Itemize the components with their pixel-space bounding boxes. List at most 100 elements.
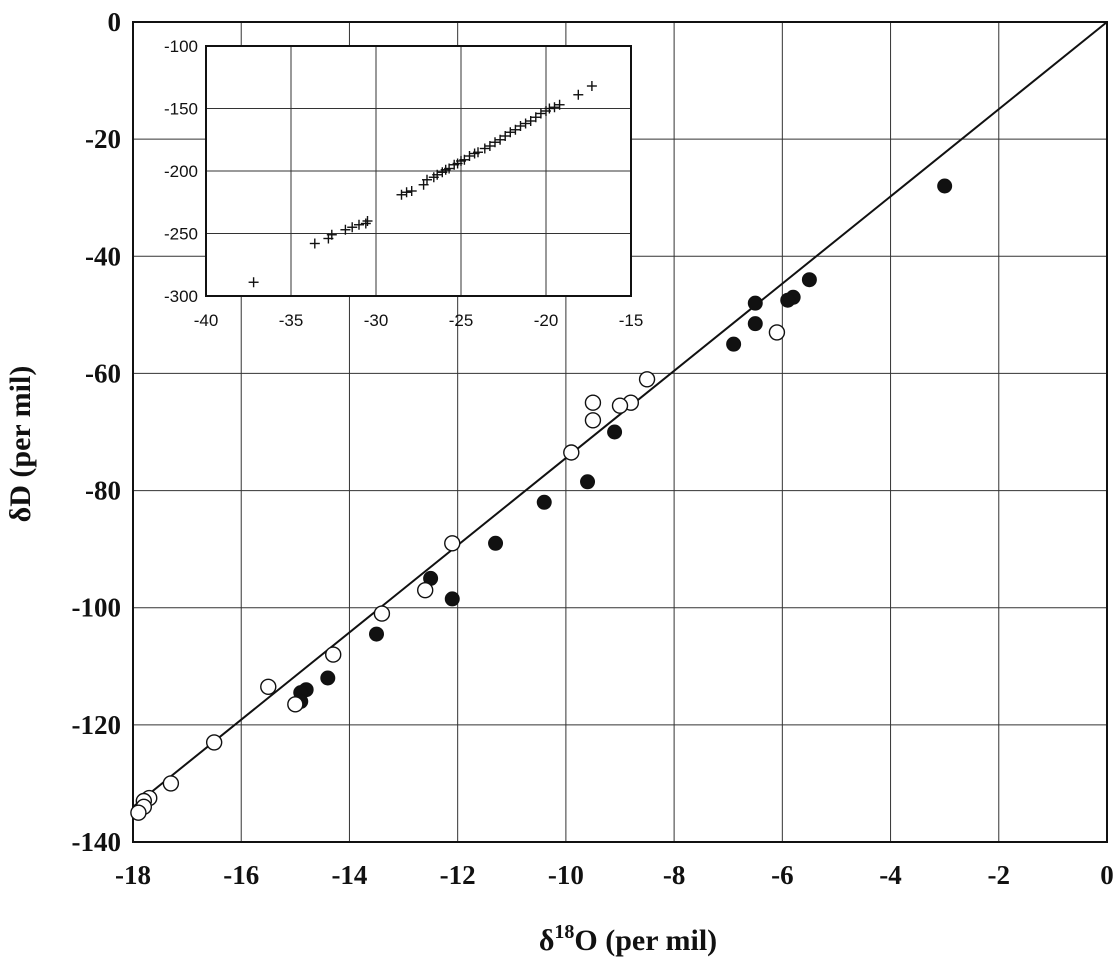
open-data-point bbox=[584, 412, 602, 429]
open-data-point bbox=[205, 734, 223, 751]
plus-data-point bbox=[554, 99, 565, 110]
y-tick-label: -100 bbox=[72, 593, 122, 623]
regression-line bbox=[132, 21, 1108, 808]
open-data-point bbox=[444, 535, 461, 552]
y-tick-label: 0 bbox=[108, 7, 122, 37]
x-tick-label: -18 bbox=[115, 860, 151, 890]
open-data-point bbox=[638, 371, 656, 388]
y-tick-label: -60 bbox=[85, 358, 121, 388]
inset-x-tick-labels: -40 -35 -30 -25 -20 -15 bbox=[194, 311, 644, 330]
inset-x-tick-label: -25 bbox=[449, 311, 474, 330]
plus-data-point bbox=[500, 131, 511, 141]
inset-x-tick-label: -40 bbox=[194, 311, 219, 330]
y-tick-label: -40 bbox=[85, 241, 121, 271]
open-data-point bbox=[563, 444, 580, 461]
plus-data-point bbox=[401, 187, 412, 198]
inset-y-tick-label: -250 bbox=[164, 225, 198, 244]
inset-y-tick-label: -100 bbox=[164, 37, 198, 56]
open-data-point bbox=[373, 605, 391, 622]
filled-data-point bbox=[488, 535, 504, 551]
filled-data-point bbox=[747, 295, 763, 311]
filled-data-point bbox=[607, 424, 623, 440]
x-tick-label: -10 bbox=[548, 860, 584, 890]
plus-data-point bbox=[549, 102, 560, 113]
filled-data-point bbox=[726, 336, 742, 352]
main-plot-frame bbox=[132, 21, 1108, 843]
open-data-point bbox=[611, 397, 629, 414]
plus-data-point bbox=[354, 219, 364, 230]
inset-x-tick-label: -15 bbox=[619, 311, 644, 330]
filled-data-point bbox=[580, 474, 596, 490]
filled-data-point bbox=[444, 591, 460, 607]
plus-data-point bbox=[490, 137, 500, 148]
inset-x-tick-label: -20 bbox=[534, 311, 559, 330]
open-data-point bbox=[768, 324, 786, 341]
y-tick-label: -80 bbox=[85, 476, 121, 506]
filled-data-point bbox=[801, 272, 817, 288]
plus-data-point bbox=[586, 81, 597, 91]
inset-data-points bbox=[248, 81, 597, 288]
inset-y-tick-label: -300 bbox=[164, 287, 198, 306]
plus-data-point bbox=[473, 147, 483, 158]
plus-data-point bbox=[309, 238, 320, 249]
y-tick-label: -20 bbox=[85, 124, 121, 154]
filled-data-point bbox=[937, 178, 953, 194]
filled-data-point bbox=[320, 670, 336, 686]
filled-data-point bbox=[369, 626, 384, 642]
plus-data-point bbox=[515, 121, 526, 131]
inset-plot-frame bbox=[205, 45, 632, 297]
plus-data-point bbox=[510, 124, 521, 135]
x-axis-title: δ18O (per mil) bbox=[539, 921, 717, 957]
plus-data-point bbox=[544, 103, 555, 114]
x-tick-label: -2 bbox=[988, 860, 1011, 890]
inset-x-tick-label: -35 bbox=[279, 311, 304, 330]
filled-data-point bbox=[747, 316, 763, 332]
open-data-point bbox=[584, 394, 602, 411]
y-tick-label: -120 bbox=[72, 710, 122, 740]
open-data-point bbox=[130, 804, 147, 821]
plus-data-point bbox=[248, 277, 259, 288]
plus-data-point bbox=[444, 163, 455, 174]
plus-data-point bbox=[459, 154, 470, 165]
open-data-point bbox=[162, 775, 180, 792]
x-tick-label: 0 bbox=[1100, 860, 1114, 890]
open-data-point bbox=[417, 581, 434, 599]
open-data-point bbox=[287, 696, 304, 713]
inset-y-tick-labels: -100 -150 -200 -250 -300 bbox=[164, 37, 198, 306]
plus-data-point bbox=[396, 189, 407, 200]
x-tick-label: -8 bbox=[663, 860, 686, 890]
x-axis-title-delta: δ bbox=[539, 924, 555, 957]
plus-data-point bbox=[520, 118, 531, 129]
plus-data-point bbox=[362, 216, 373, 226]
x-axis-title-rest: O (per mil) bbox=[574, 924, 717, 957]
plus-data-point bbox=[484, 141, 495, 151]
y-axis-title: δD (per mil) bbox=[4, 366, 37, 523]
plus-data-point bbox=[340, 224, 351, 235]
x-tick-label: -12 bbox=[440, 860, 476, 890]
x-tick-label: -4 bbox=[879, 860, 902, 890]
plus-data-point bbox=[505, 127, 516, 138]
plus-data-point bbox=[525, 116, 536, 126]
inset-y-tick-label: -150 bbox=[164, 100, 198, 119]
plus-data-point bbox=[326, 229, 337, 240]
filled-data-point bbox=[780, 292, 796, 308]
plus-data-point bbox=[347, 222, 358, 233]
x-axis-title-superscript: 18 bbox=[554, 921, 574, 943]
plus-data-point bbox=[432, 169, 443, 180]
plus-data-point bbox=[535, 108, 546, 119]
y-tick-label: -140 bbox=[72, 827, 122, 857]
open-data-point bbox=[260, 678, 277, 695]
x-tick-label: -6 bbox=[771, 860, 794, 890]
plus-data-point bbox=[573, 89, 584, 100]
plus-data-point bbox=[479, 143, 490, 154]
main-x-tick-labels: -18 -16 -14 -12 -10 -8 -6 -4 -2 0 bbox=[115, 860, 1114, 890]
main-y-tick-labels: 0 -20 -40 -60 -80 -100 -120 -140 bbox=[72, 7, 122, 857]
x-tick-label: -14 bbox=[331, 860, 367, 890]
plus-data-point bbox=[464, 151, 475, 161]
plus-data-point bbox=[495, 134, 506, 145]
plus-data-point bbox=[360, 218, 371, 229]
open-data-point bbox=[325, 646, 342, 663]
plus-data-point bbox=[422, 174, 432, 185]
inset-plot: -40 -35 -30 -25 -20 -15 -100 -150 -200 -250 -300 bbox=[164, 37, 643, 330]
inset-y-tick-label: -200 bbox=[164, 162, 198, 181]
